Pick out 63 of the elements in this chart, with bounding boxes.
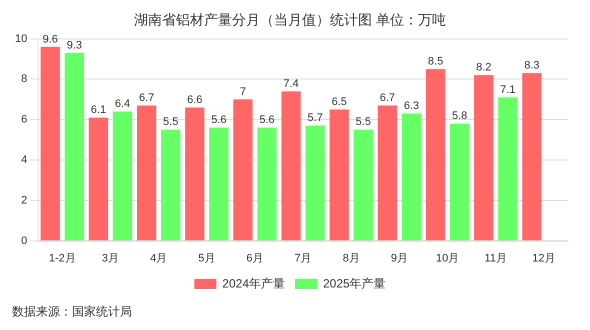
bar (474, 75, 494, 240)
data-label: 6.7 (380, 92, 396, 104)
data-label: 8.5 (428, 56, 444, 68)
x-tick-label: 11月 (484, 252, 507, 264)
y-tick-label: 4 (21, 154, 28, 166)
data-label: 9.6 (42, 33, 58, 46)
bar (233, 99, 253, 240)
bar (136, 105, 156, 240)
chart-title: 湖南省铝材产量分月（当月值）统计图 单位：万吨 (134, 11, 446, 28)
x-tick-label: 12月 (532, 252, 556, 264)
data-label: 5.8 (452, 110, 468, 122)
x-tick-label: 8月 (342, 252, 360, 264)
bar (209, 128, 228, 240)
bar (450, 124, 470, 240)
legend-label: 2024年产量 (222, 276, 286, 290)
x-tick-label: 1-2月 (48, 252, 76, 264)
data-label: 6.6 (187, 94, 202, 106)
y-tick-label: 10 (14, 32, 28, 45)
data-label: 5.5 (356, 116, 371, 128)
x-tick-label: 10月 (436, 252, 460, 264)
data-label: 5.5 (163, 116, 178, 128)
data-label: 5.6 (211, 114, 226, 126)
data-label: 7.1 (500, 84, 516, 96)
bar (498, 97, 518, 240)
bar (354, 130, 373, 240)
data-label: 5.6 (259, 114, 275, 126)
x-tick-label: 7月 (294, 252, 312, 264)
bar (40, 46, 60, 240)
y-tick-label: 6 (21, 114, 28, 126)
x-tick-label: 3月 (102, 252, 120, 264)
data-label: 7 (240, 86, 246, 98)
bar (161, 130, 180, 240)
bar (185, 107, 204, 240)
bar (330, 110, 349, 240)
data-label: 7.4 (283, 78, 299, 90)
bar (426, 69, 446, 240)
bar (522, 73, 542, 240)
bar (402, 114, 422, 240)
data-label: 5.7 (308, 112, 323, 124)
data-label: 9.3 (66, 39, 82, 52)
x-tick-label: 6月 (246, 252, 264, 264)
bar (112, 112, 132, 240)
data-label: 8.2 (476, 62, 492, 74)
bar (306, 126, 325, 240)
bar (378, 105, 398, 240)
y-tick-label: 8 (21, 73, 28, 86)
x-tick-label: 9月 (390, 252, 408, 264)
x-tick-label: 5月 (198, 252, 216, 264)
data-label: 6.4 (114, 98, 130, 110)
y-tick-label: 0 (21, 234, 28, 247)
y-tick-label: 2 (21, 194, 28, 206)
data-label: 8.3 (524, 60, 540, 72)
bar (281, 91, 301, 240)
data-label: 6.1 (90, 104, 106, 116)
bar (64, 52, 84, 240)
data-label: 6.5 (332, 96, 347, 108)
source-note: 数据来源：国家统计局 (12, 304, 132, 318)
bar (257, 128, 277, 240)
bar (88, 118, 108, 240)
x-tick-label: 4月 (150, 252, 168, 264)
data-label: 6.3 (404, 100, 420, 112)
data-label: 6.7 (138, 92, 154, 104)
legend-label: 2025年产量 (323, 276, 386, 290)
